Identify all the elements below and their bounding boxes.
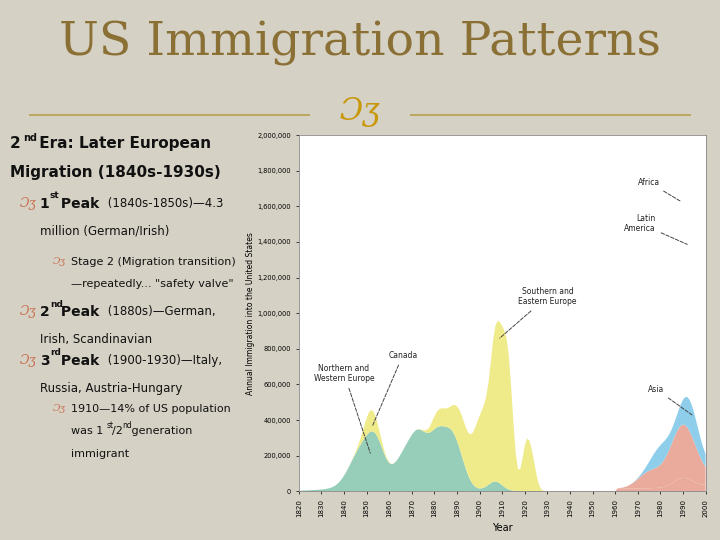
Text: 1910—14% of US population: 1910—14% of US population — [71, 403, 231, 414]
Text: Russia, Austria-Hungary: Russia, Austria-Hungary — [40, 382, 182, 395]
Text: (1900-1930)—Italy,: (1900-1930)—Italy, — [104, 354, 222, 367]
Text: nd: nd — [23, 133, 37, 143]
Y-axis label: Annual Immigration into the United States: Annual Immigration into the United State… — [246, 232, 255, 395]
Text: Stage 2 (Migration transition): Stage 2 (Migration transition) — [71, 256, 236, 267]
Text: Asia: Asia — [648, 384, 692, 415]
Text: 2: 2 — [40, 305, 50, 319]
Text: Ɔʒ: Ɔʒ — [20, 354, 37, 367]
Text: /2: /2 — [112, 427, 123, 436]
Text: immigrant: immigrant — [71, 449, 130, 460]
Text: Northern and
Western Europe: Northern and Western Europe — [314, 363, 374, 453]
Text: Irish, Scandinavian: Irish, Scandinavian — [40, 333, 152, 346]
Text: US Immigration Patterns: US Immigration Patterns — [59, 21, 661, 66]
Text: Ɔʒ: Ɔʒ — [20, 197, 37, 210]
Text: million (German/Irish): million (German/Irish) — [40, 225, 169, 238]
Text: rd: rd — [50, 348, 60, 357]
X-axis label: Year: Year — [492, 523, 513, 532]
Text: Peak: Peak — [56, 354, 99, 368]
Text: Ɔʒ: Ɔʒ — [53, 256, 66, 266]
Text: Canada: Canada — [372, 351, 418, 427]
Text: —repeatedly... "safety valve": —repeatedly... "safety valve" — [71, 279, 234, 289]
Text: generation: generation — [127, 427, 192, 436]
Text: st: st — [50, 191, 60, 200]
Text: nd: nd — [50, 300, 63, 308]
Text: Africa: Africa — [638, 178, 680, 201]
Text: (1880s)—German,: (1880s)—German, — [104, 305, 215, 318]
Text: Ɔʒ: Ɔʒ — [340, 96, 380, 127]
Text: Latin
America: Latin America — [624, 214, 687, 245]
Text: Southern and
Eastern Europe: Southern and Eastern Europe — [500, 287, 577, 338]
Text: 3: 3 — [40, 354, 50, 368]
Text: st: st — [106, 421, 113, 430]
Text: (1840s-1850s)—4.3: (1840s-1850s)—4.3 — [104, 197, 223, 210]
Text: was 1: was 1 — [71, 427, 104, 436]
Text: 1: 1 — [40, 197, 50, 211]
Text: nd: nd — [122, 421, 132, 430]
Text: Era: Later European: Era: Later European — [35, 136, 212, 151]
Text: Ɔʒ: Ɔʒ — [53, 403, 66, 413]
Text: Peak: Peak — [56, 305, 99, 319]
Text: Ɔʒ: Ɔʒ — [20, 305, 37, 318]
Text: Migration (1840s-1930s): Migration (1840s-1930s) — [10, 165, 221, 180]
Text: 2: 2 — [10, 136, 21, 151]
Text: Peak: Peak — [56, 197, 99, 211]
